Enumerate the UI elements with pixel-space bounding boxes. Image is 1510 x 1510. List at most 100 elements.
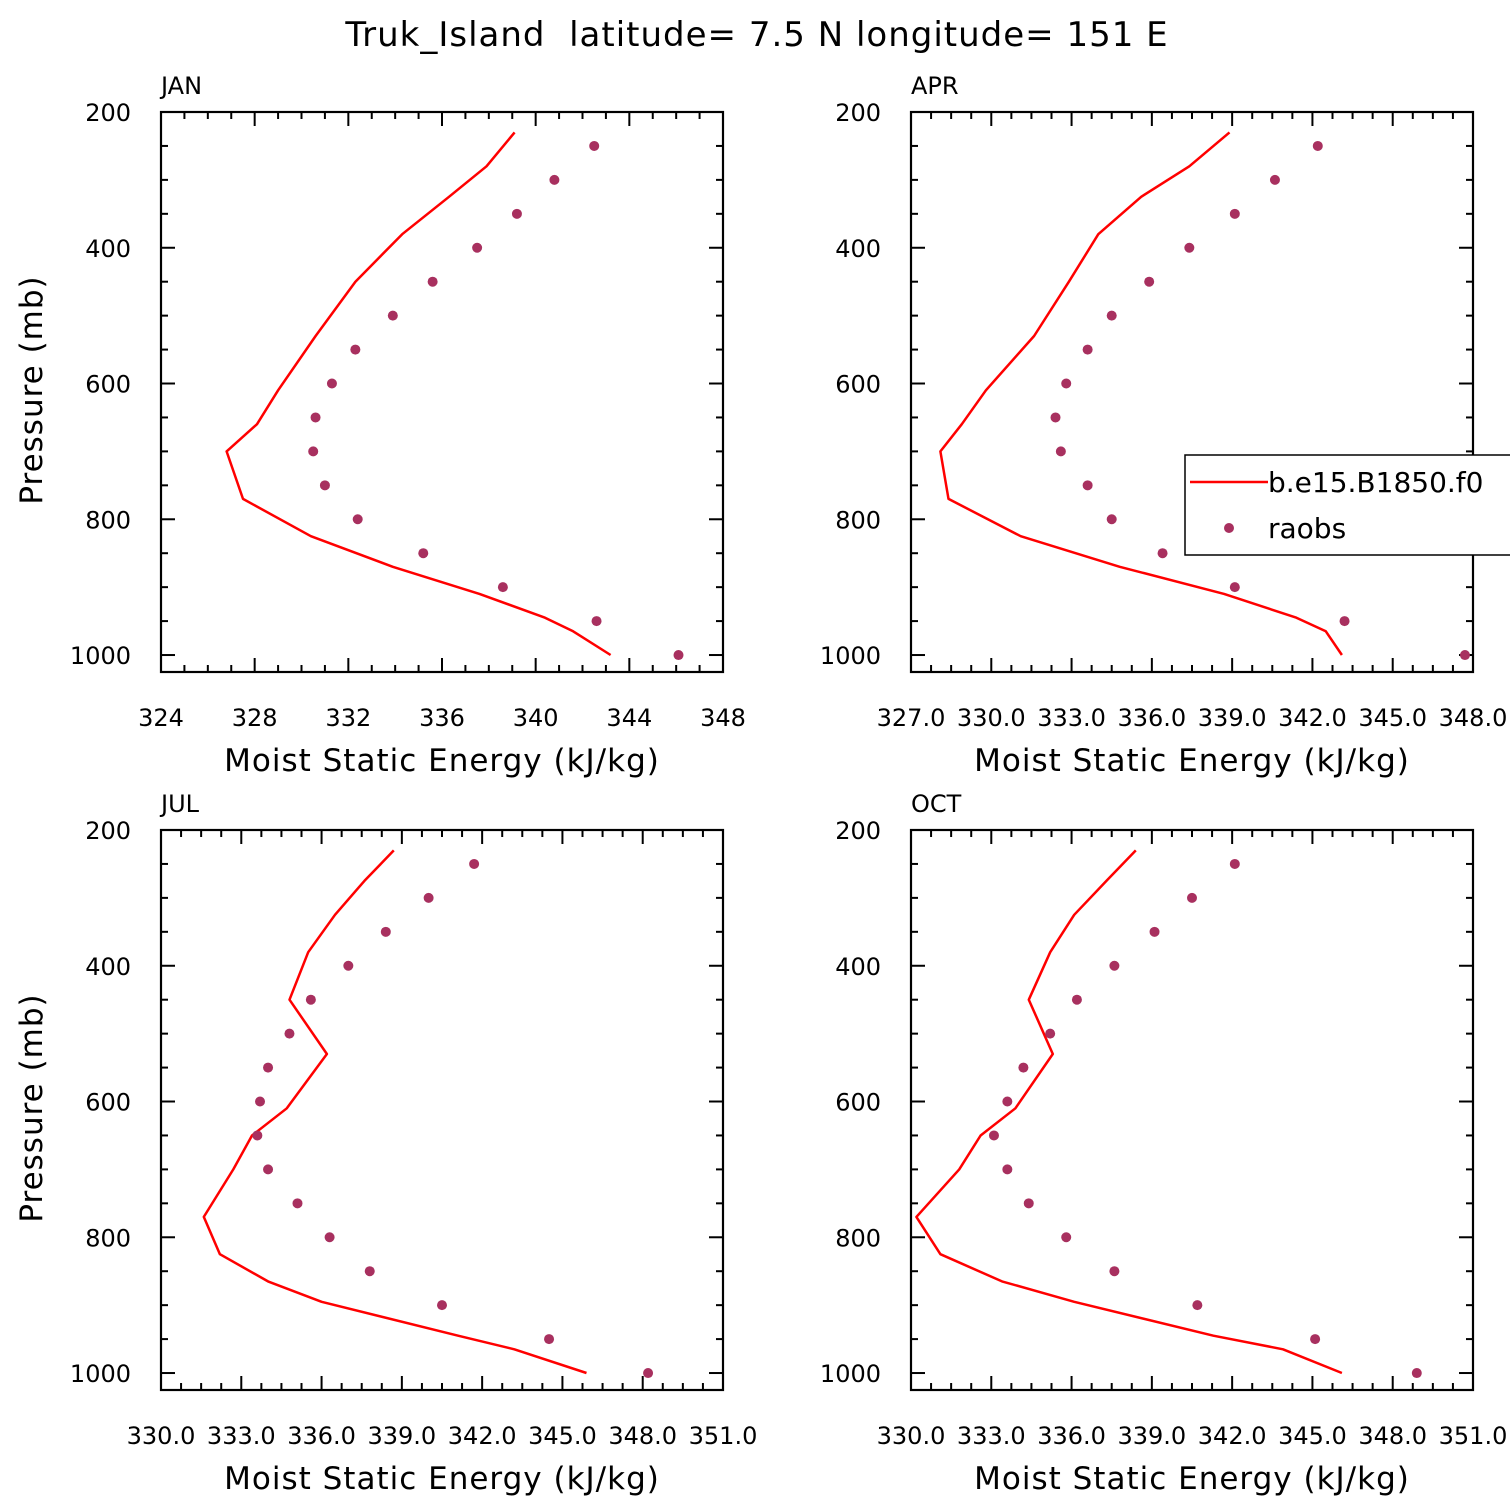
- x-tick-label: 344: [606, 704, 652, 732]
- raobs-point: [589, 140, 600, 151]
- raobs-point: [1106, 514, 1117, 525]
- panel-jan: JAN 324 328 332 336 340 344 348 200 400 600 800 1000…: [14, 72, 746, 779]
- raobs-point: [1002, 1164, 1013, 1175]
- x-tick-label: 328: [232, 704, 278, 732]
- plot-frame: [159, 110, 725, 674]
- raobs-point: [1045, 1028, 1056, 1039]
- x-axis-title: Moist Static Energy (kJ/kg): [224, 743, 660, 779]
- raobs-point: [1310, 1334, 1321, 1345]
- y-tick-label: 1000: [70, 642, 131, 670]
- panel-oct: OCT 330.0 333.0 336.0 339.0 342.0 345.0 348.0 35…: [820, 790, 1507, 1497]
- raobs-point: [255, 1096, 266, 1107]
- x-tick-label: 336: [419, 704, 465, 732]
- x-tick-label: 330.0: [127, 1422, 196, 1450]
- y-tick-label: 1000: [820, 1360, 881, 1388]
- raobs-point: [343, 960, 354, 971]
- raobs-point: [1312, 140, 1323, 151]
- x-tick-label: 330.0: [957, 704, 1026, 732]
- y-tick-label: 600: [85, 371, 131, 399]
- x-tick-label: 336.0: [1117, 704, 1186, 732]
- x-tick-label: 324: [138, 704, 184, 732]
- x-tick-label: 348.0: [1439, 704, 1508, 732]
- x-tick-label: 342.0: [448, 1422, 517, 1450]
- raobs-point: [469, 858, 480, 869]
- raobs-point: [423, 892, 434, 903]
- x-tick-label: 345.0: [528, 1422, 597, 1450]
- raobs-point: [418, 548, 429, 559]
- x-tick-label: 339.0: [1117, 1422, 1186, 1450]
- raobs-point: [380, 926, 391, 937]
- x-tick-label: 332: [325, 704, 371, 732]
- raobs-point: [252, 1130, 263, 1141]
- raobs-point: [1411, 1368, 1422, 1379]
- x-tick-label: 348: [700, 704, 746, 732]
- y-tick-label: 400: [835, 953, 881, 981]
- legend-box: [1184, 454, 1510, 556]
- x-tick-label: 327.0: [877, 704, 946, 732]
- x-tick-label: 348.0: [1358, 1422, 1427, 1450]
- x-axis-title: Moist Static Energy (kJ/kg): [224, 1461, 660, 1497]
- y-tick-label: 400: [85, 235, 131, 263]
- plot-frame: [909, 828, 1475, 1392]
- raobs-point: [284, 1028, 295, 1039]
- y-tick-label: 800: [85, 1224, 131, 1252]
- raobs-point: [1229, 582, 1240, 593]
- raobs-point: [305, 994, 316, 1005]
- raobs-point: [292, 1198, 303, 1209]
- legend-obs-label: raobs: [1268, 512, 1346, 545]
- raobs-point: [1055, 446, 1066, 457]
- x-tick-label: 351.0: [1439, 1422, 1508, 1450]
- legend: b.e15.B1850.f0 raobs: [1184, 454, 1510, 556]
- raobs-point: [497, 582, 508, 593]
- raobs-point: [1109, 1266, 1120, 1277]
- raobs-point: [364, 1266, 375, 1277]
- raobs-point: [1109, 960, 1120, 971]
- x-tick-label: 342.0: [1198, 1422, 1267, 1450]
- raobs-point: [1106, 310, 1117, 321]
- x-tick-label: 342.0: [1278, 704, 1347, 732]
- y-tick-label: 800: [835, 506, 881, 534]
- panel-jul: JUL 330.0 333.0 336.0 339.0 342.0 345.0 348.0 35…: [14, 790, 757, 1497]
- y-tick-label: 600: [835, 1089, 881, 1117]
- raobs-point: [387, 310, 398, 321]
- x-axis-title: Moist Static Energy (kJ/kg): [974, 1461, 1410, 1497]
- y-tick-label: 400: [85, 953, 131, 981]
- raobs-point: [1082, 480, 1093, 491]
- x-tick-label: 345.0: [1358, 704, 1427, 732]
- y-tick-label: 600: [85, 1089, 131, 1117]
- figure-title: Truk_Island latitude= 7.5 N longitude= 1…: [344, 15, 1168, 55]
- raobs-point: [673, 650, 684, 661]
- panel-title: JUL: [159, 790, 200, 818]
- x-tick-label: 336.0: [1037, 1422, 1106, 1450]
- y-tick-label: 200: [835, 99, 881, 127]
- model-series-line: [915, 849, 1343, 1375]
- y-tick-label: 200: [835, 817, 881, 845]
- x-tick-label: 330.0: [877, 1422, 946, 1450]
- y-tick-label: 200: [85, 99, 131, 127]
- raobs-point: [1002, 1096, 1013, 1107]
- raobs-point: [1018, 1062, 1029, 1073]
- y-tick-label: 800: [85, 506, 131, 534]
- model-series-line: [202, 849, 587, 1375]
- raobs-point: [549, 174, 560, 185]
- raobs-point: [1184, 242, 1195, 253]
- raobs-point: [352, 514, 363, 525]
- raobs-point: [1192, 1300, 1203, 1311]
- raobs-point: [324, 1232, 335, 1243]
- y-tick-label: 600: [835, 371, 881, 399]
- raobs-point: [1144, 276, 1155, 287]
- raobs-point: [1082, 344, 1093, 355]
- raobs-point: [1269, 174, 1280, 185]
- x-tick-label: 333.0: [957, 1422, 1026, 1450]
- legend-model-label: b.e15.B1850.f0: [1268, 466, 1483, 499]
- raobs-point: [308, 446, 319, 457]
- x-tick-label: 345.0: [1278, 1422, 1347, 1450]
- x-tick-label: 340: [513, 704, 559, 732]
- raobs-point: [263, 1164, 274, 1175]
- x-tick-label: 333.0: [207, 1422, 276, 1450]
- raobs-point: [1187, 892, 1197, 903]
- raobs-point: [1339, 616, 1350, 627]
- plot-frame: [909, 110, 1475, 674]
- y-tick-label: 1000: [70, 1360, 131, 1388]
